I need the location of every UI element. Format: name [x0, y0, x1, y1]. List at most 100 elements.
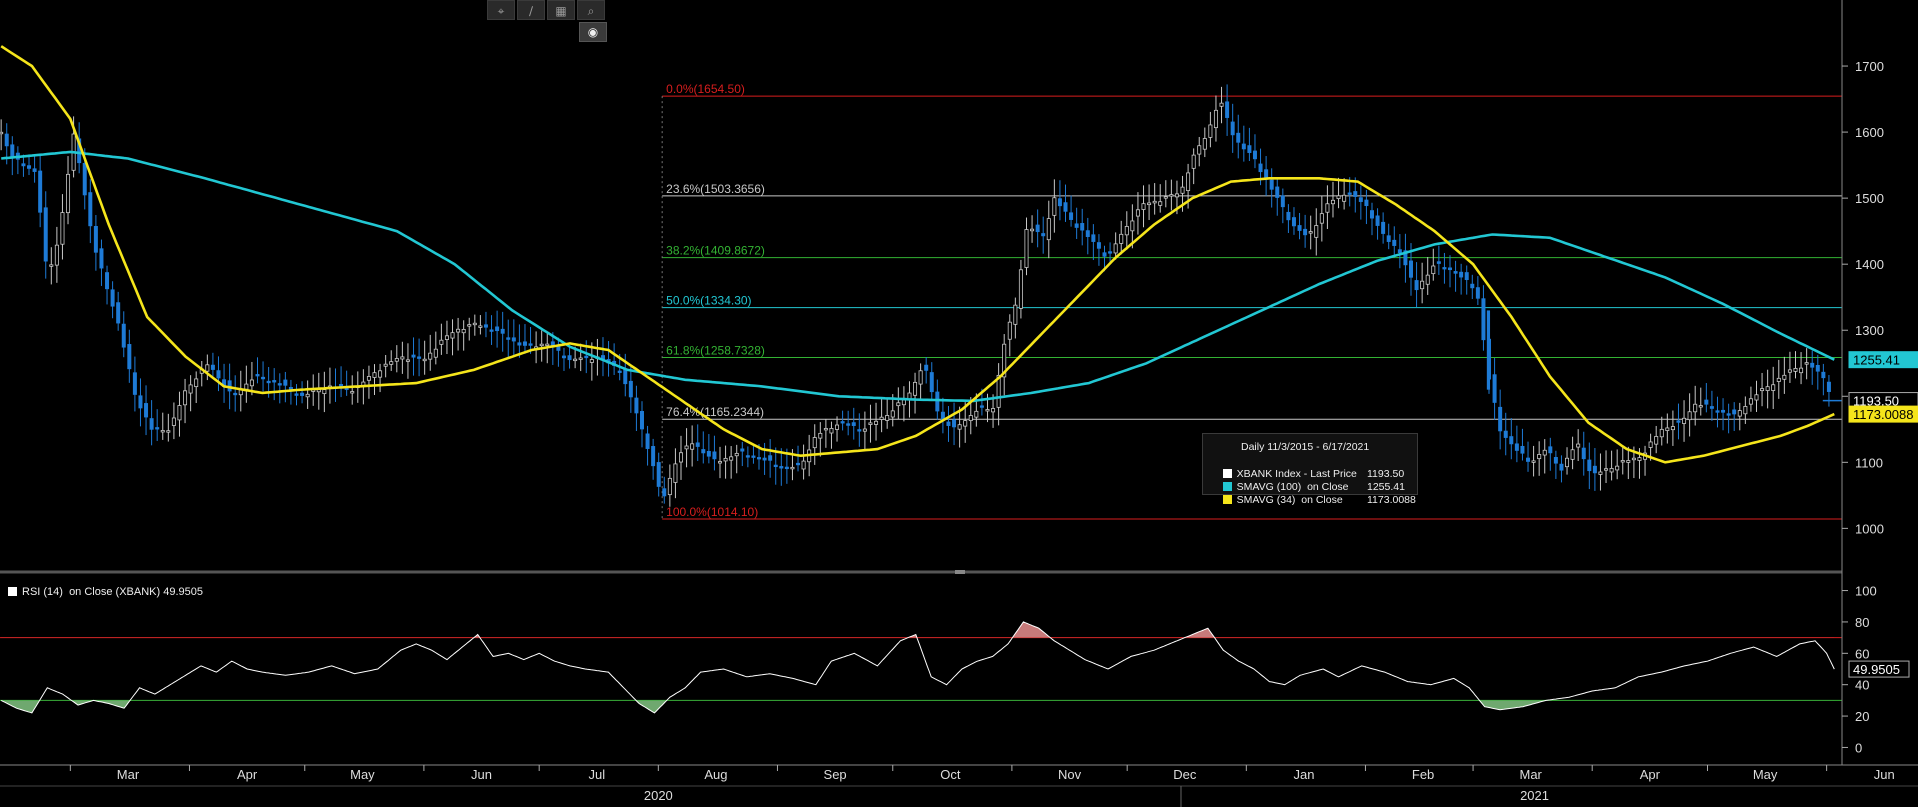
- candle-body: [378, 370, 383, 378]
- candle-body: [1626, 460, 1631, 463]
- rsi-axis-label: 80: [1855, 615, 1869, 630]
- candle-body: [1743, 406, 1748, 415]
- candle-body: [1414, 280, 1419, 291]
- candle-body: [82, 162, 87, 196]
- legend-value-sma100: 1255.41: [1367, 481, 1405, 493]
- candle-body: [456, 328, 461, 333]
- candle-body: [149, 418, 154, 430]
- settings-icon[interactable]: ◉: [579, 22, 607, 42]
- candle-body: [1715, 410, 1720, 413]
- candle-body: [673, 463, 678, 483]
- candle-body: [1492, 374, 1497, 403]
- candle-body: [1804, 362, 1809, 365]
- candle-body: [1219, 102, 1224, 107]
- fib-level-label: 23.6%(1503.3656): [666, 182, 765, 196]
- candle-body: [1787, 369, 1792, 373]
- candle-body: [734, 452, 739, 457]
- candle-body: [1609, 467, 1614, 473]
- candle-body: [1559, 463, 1564, 471]
- candle-body: [1721, 409, 1726, 413]
- candle-body: [1007, 321, 1012, 340]
- panel-resize-handle[interactable]: [955, 570, 965, 574]
- candle-body: [879, 416, 884, 420]
- candle-body: [400, 356, 405, 360]
- zoom-icon[interactable]: ⌕: [577, 0, 605, 20]
- candle-body: [177, 405, 182, 421]
- candle-body: [695, 442, 700, 447]
- candle-body: [1303, 228, 1308, 236]
- legend-swatch-sma100: [1222, 482, 1232, 491]
- year-label: 2020: [644, 788, 673, 803]
- candle-body: [511, 337, 516, 342]
- candle-body: [1520, 445, 1525, 454]
- candle-body: [528, 343, 533, 346]
- candle-body: [1152, 200, 1157, 204]
- candle-body: [729, 456, 734, 461]
- candle-body: [1737, 410, 1742, 417]
- candle-body: [545, 343, 550, 346]
- value-tag: [1848, 405, 1918, 423]
- month-label: Nov: [1058, 767, 1082, 782]
- candle-body: [417, 356, 422, 359]
- candle-body: [1704, 399, 1709, 405]
- candle-body: [773, 464, 778, 468]
- candle-body: [1576, 443, 1581, 448]
- candle-body: [840, 421, 845, 424]
- month-label: Mar: [1520, 767, 1543, 782]
- candle-body: [639, 411, 644, 430]
- month-label: Jun: [1874, 767, 1895, 782]
- candle-body: [706, 450, 711, 457]
- candle-body: [472, 322, 477, 326]
- month-label: Apr: [1640, 767, 1661, 782]
- candle-body: [1085, 230, 1090, 238]
- candle-body: [1815, 364, 1820, 372]
- legend-header: Daily 11/3/2015 - 6/17/2021: [1241, 441, 1370, 453]
- rsi-value-tag: [1848, 660, 1910, 678]
- candle-body: [567, 355, 572, 361]
- candle-body: [21, 163, 26, 167]
- candle-body: [1113, 243, 1118, 254]
- candle-body: [433, 348, 438, 358]
- candle-body: [60, 212, 65, 245]
- candle-body: [1408, 260, 1413, 278]
- candle-body: [968, 415, 973, 422]
- candle-body: [1108, 251, 1113, 254]
- candle-body: [851, 422, 856, 426]
- candle-body: [1080, 223, 1085, 231]
- candle-body: [1096, 242, 1101, 249]
- month-label: Mar: [117, 767, 140, 782]
- candle-body: [561, 355, 566, 359]
- candle-body: [171, 417, 176, 426]
- candle-body: [1258, 163, 1263, 173]
- candle-body: [1565, 457, 1570, 468]
- candle-body: [712, 451, 717, 460]
- candle-body: [1308, 231, 1313, 234]
- candle-body: [1464, 272, 1469, 281]
- candle-body: [779, 466, 784, 469]
- grid-icon[interactable]: ▦: [547, 0, 575, 20]
- legend-label-sma100: SMAVG (100) on Close: [1236, 481, 1349, 493]
- candle-body: [389, 361, 394, 365]
- candle-body: [868, 422, 873, 425]
- candle-body: [784, 466, 789, 470]
- candle-body: [1531, 460, 1536, 463]
- candle-body: [1475, 287, 1480, 299]
- rsi-axis-label: 60: [1855, 646, 1869, 661]
- month-label: Feb: [1412, 767, 1434, 782]
- candle-body: [690, 443, 695, 450]
- legend-value-price: 1193.50: [1367, 468, 1405, 480]
- candle-body: [461, 328, 466, 334]
- candle-body: [1202, 138, 1207, 150]
- pencil-icon[interactable]: ∕: [517, 0, 545, 20]
- crosshair-icon[interactable]: ⌖: [487, 0, 515, 20]
- candle-body: [1587, 459, 1592, 472]
- rsi-legend: RSI (14) on Close (XBANK) 49.9505: [8, 586, 203, 598]
- candle-body: [1069, 212, 1074, 220]
- candle-body: [1676, 420, 1681, 423]
- candle-body: [1726, 413, 1731, 416]
- candle-body: [678, 452, 683, 463]
- candle-body: [924, 364, 929, 371]
- rsi-axis-label: 100: [1855, 584, 1877, 599]
